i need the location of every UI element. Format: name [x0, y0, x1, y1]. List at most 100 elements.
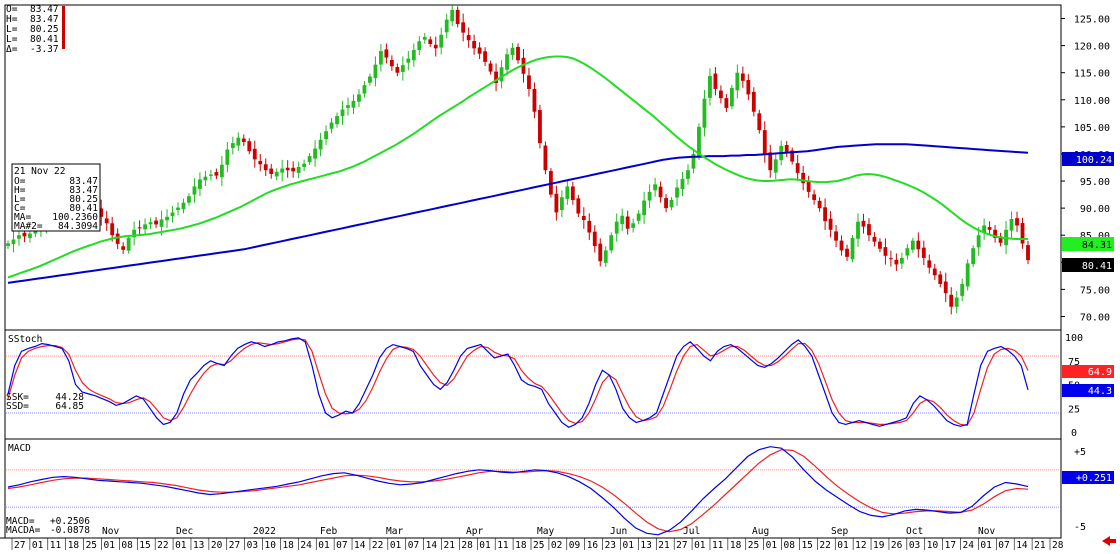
price-body: [187, 196, 191, 203]
day-label: 13: [640, 540, 651, 551]
price-body: [708, 75, 712, 98]
price-tick-label: 95.00: [1080, 177, 1110, 188]
price-body: [927, 260, 932, 268]
price-body: [291, 167, 296, 172]
header-open: O=: [6, 4, 18, 15]
day-label: 10: [265, 540, 277, 551]
day-label: 07: [998, 540, 1009, 551]
price-body: [110, 223, 115, 236]
day-label: 26: [891, 540, 903, 551]
price-body: [828, 218, 833, 230]
price-body: [850, 237, 855, 260]
price-body: [439, 34, 444, 48]
price-body: [225, 149, 230, 165]
price-body: [784, 145, 789, 153]
ssd-label-bg: [1062, 365, 1114, 378]
price-body: [510, 47, 515, 56]
macd-line: [7, 446, 1029, 536]
price-body: [861, 220, 866, 227]
month-label: Sep: [831, 526, 848, 537]
ssk-line: [7, 337, 1029, 428]
macd-title: MACD: [8, 443, 31, 454]
price-tick-label: 90.00: [1080, 204, 1110, 215]
price-body: [373, 64, 378, 79]
ma-long-line: [7, 143, 1029, 284]
day-label: 01: [766, 540, 778, 551]
price-body: [219, 164, 224, 178]
macd-label-bg: [1062, 471, 1114, 484]
price-body: [762, 130, 767, 154]
price-body: [697, 126, 701, 157]
price-body: [1015, 218, 1019, 226]
price-body: [609, 235, 614, 251]
day-label: 03: [247, 540, 258, 551]
stoch-tick-label: 0: [1071, 428, 1077, 439]
day-label: 10: [927, 540, 939, 551]
macd-panel: +5 -5: [6, 446, 1086, 536]
price-body: [307, 156, 312, 163]
price-body: [943, 281, 948, 294]
price-body: [899, 257, 904, 264]
price-body: [296, 166, 301, 173]
ma-long-label: 100.24: [1076, 155, 1112, 166]
price-body: [143, 224, 148, 230]
info-close-key: C=: [14, 203, 26, 214]
price-body: [280, 168, 285, 173]
price-body: [658, 186, 663, 198]
price-y-axis: 125.00120.00115.00110.00105.00100.0095.0…: [1061, 15, 1110, 323]
price-body: [313, 148, 318, 159]
price-body: [538, 110, 542, 144]
price-body: [428, 39, 433, 44]
price-body: [938, 274, 943, 284]
day-label: 01: [837, 540, 849, 551]
price-body: [845, 248, 849, 257]
month-label: Nov: [102, 526, 119, 537]
info-low: 80.25: [69, 194, 98, 205]
day-label: 12: [855, 540, 866, 551]
price-body: [806, 181, 811, 192]
price-body: [483, 51, 488, 62]
price-body: [324, 131, 328, 140]
price-body: [729, 87, 734, 107]
price-body: [28, 233, 32, 238]
price-body: [768, 152, 773, 171]
day-label: 11: [712, 540, 724, 551]
header-change-value: -3.37: [30, 44, 59, 55]
price-body: [834, 231, 838, 241]
price-body: [137, 227, 142, 229]
price-body: [329, 122, 334, 129]
price-body: [1009, 218, 1014, 231]
day-label: 09: [569, 540, 581, 551]
price-body: [576, 198, 581, 214]
price-body: [230, 143, 235, 148]
cursor-info-box: 21 Nov 22 O= 83.47 H= 83.47 L= 80.25 C= …: [11, 163, 101, 232]
price-body: [543, 145, 548, 171]
price-body: [790, 150, 795, 162]
info-ma2: 84.3094: [58, 221, 98, 232]
day-label: 01: [390, 540, 402, 551]
day-label: 11: [50, 540, 62, 551]
month-label: Nov: [978, 526, 995, 537]
price-body: [998, 236, 1003, 243]
price-body: [620, 215, 625, 225]
price-body: [675, 187, 679, 198]
scroll-right-arrow-icon[interactable]: [1102, 536, 1116, 546]
price-body: [740, 73, 745, 81]
price-body: [170, 212, 175, 216]
price-body: [247, 141, 252, 152]
ssd-last: 64.9: [1088, 367, 1112, 378]
price-body: [965, 263, 970, 287]
price-body: [126, 237, 131, 251]
macd-signal-line: [7, 449, 1029, 533]
macd-tick-label: -5: [1074, 522, 1086, 533]
stoch-title: SStoch: [8, 334, 42, 345]
day-label: 07: [408, 540, 419, 551]
info-low-key: L=: [14, 194, 26, 205]
info-open: 83.47: [69, 176, 98, 187]
price-body: [351, 100, 356, 108]
price-body: [505, 54, 509, 70]
price-body: [932, 268, 937, 276]
price-body: [746, 80, 751, 95]
day-label: 14: [1016, 540, 1028, 551]
